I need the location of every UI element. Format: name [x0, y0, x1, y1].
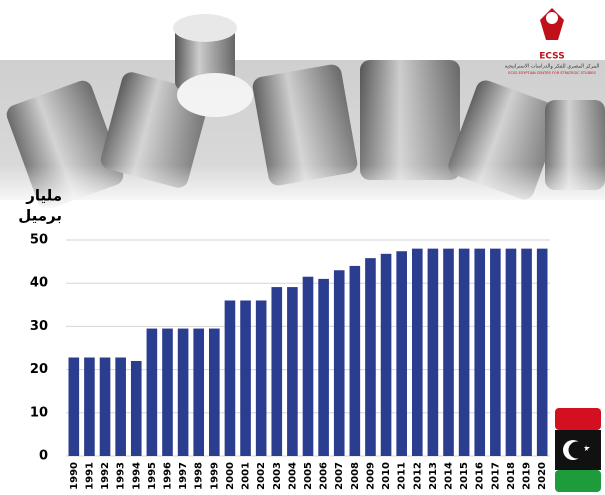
- x-tick-label: 2013: [428, 462, 439, 490]
- bar: [521, 248, 532, 456]
- x-tick-label: 2002: [256, 462, 267, 490]
- bar: [224, 300, 236, 456]
- bar: [474, 248, 486, 456]
- bar: [68, 357, 80, 456]
- x-tick-label: 1990: [69, 462, 80, 490]
- x-tick-label: 1998: [194, 462, 205, 490]
- logo-english: ECSS EGYPTIAN CENTER FOR STRATEGIC STUDI…: [508, 71, 596, 75]
- x-tick-label: 2016: [475, 462, 486, 490]
- libya-flag-barrel: [555, 408, 601, 492]
- x-tick-label: 1993: [116, 462, 127, 490]
- bar: [255, 300, 267, 456]
- x-tick-label: 2011: [397, 462, 408, 490]
- x-tick-label: 1999: [209, 462, 220, 490]
- x-tick-label: 1992: [100, 462, 111, 490]
- bar: [333, 270, 345, 456]
- x-tick-label: 2012: [412, 462, 423, 490]
- bar: [240, 300, 251, 456]
- y-tick-label: 50: [30, 233, 48, 248]
- bar: [115, 357, 126, 456]
- x-tick-label: 2020: [537, 462, 548, 490]
- x-tick-label: 2018: [506, 462, 517, 490]
- bar: [209, 328, 220, 456]
- bar: [99, 357, 111, 456]
- x-tick-label: 2006: [319, 462, 330, 490]
- bar: [411, 248, 423, 456]
- x-tick-label: 2001: [241, 462, 252, 490]
- bar: [490, 248, 501, 456]
- x-tick-label: 1995: [147, 462, 158, 490]
- x-tick-label: 2004: [287, 462, 298, 490]
- x-tick-label: 2015: [459, 462, 470, 490]
- bar: [84, 357, 95, 456]
- x-tick-label: 1996: [162, 462, 173, 490]
- bar: [443, 248, 454, 456]
- x-tick-label: 1997: [178, 462, 189, 490]
- x-tick-label: 2017: [490, 462, 501, 490]
- x-tick-label: 2010: [381, 462, 392, 490]
- y-axis-label: مليار: [25, 187, 62, 205]
- bar: [505, 248, 517, 456]
- barrels-background: [0, 14, 605, 210]
- x-tick-label: 2007: [334, 462, 345, 490]
- y-tick-label: 20: [30, 362, 48, 377]
- bar: [458, 248, 470, 456]
- logo-name: ECSS: [539, 52, 564, 62]
- x-tick-label: 2008: [350, 462, 361, 490]
- bar: [162, 328, 173, 456]
- y-tick-label: 0: [39, 449, 48, 464]
- x-tick-label: 1991: [84, 462, 95, 490]
- bar: [302, 276, 314, 456]
- x-tick-label: 2000: [225, 462, 236, 490]
- x-tick-label: 1994: [131, 462, 142, 490]
- logo-arabic: المركز المصري للفكر والدراسات الاستراتيج…: [505, 64, 600, 70]
- bar: [193, 328, 205, 456]
- x-tick-label: 2009: [365, 462, 376, 490]
- x-tick-label: 2019: [522, 462, 533, 490]
- bar: [380, 253, 392, 456]
- logo: ECSS المركز المصري للفكر والدراسات الاست…: [505, 8, 600, 75]
- y-tick-label: 40: [30, 276, 48, 291]
- bar: [318, 278, 329, 456]
- y-axis-label: برميل: [18, 207, 62, 225]
- x-tick-label: 2003: [272, 462, 283, 490]
- bar: [396, 251, 407, 456]
- bar: [146, 328, 158, 456]
- bar: [349, 265, 361, 456]
- bar: [271, 287, 283, 456]
- bar: [536, 248, 548, 456]
- x-tick-label: 2005: [303, 462, 314, 490]
- y-tick-label: 30: [30, 319, 48, 334]
- bar: [130, 360, 142, 456]
- x-tick-label: 2014: [444, 462, 455, 490]
- bar: [287, 287, 298, 456]
- y-tick-label: 10: [30, 405, 48, 420]
- bar: [365, 258, 376, 456]
- bar: [427, 248, 439, 456]
- bar: [177, 328, 189, 456]
